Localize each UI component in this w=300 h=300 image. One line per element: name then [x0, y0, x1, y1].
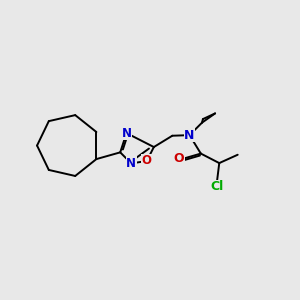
Text: N: N: [126, 157, 136, 170]
Text: N: N: [122, 127, 131, 140]
Text: O: O: [142, 154, 152, 167]
Text: Cl: Cl: [210, 180, 224, 194]
Text: N: N: [184, 129, 195, 142]
Text: O: O: [173, 152, 184, 165]
